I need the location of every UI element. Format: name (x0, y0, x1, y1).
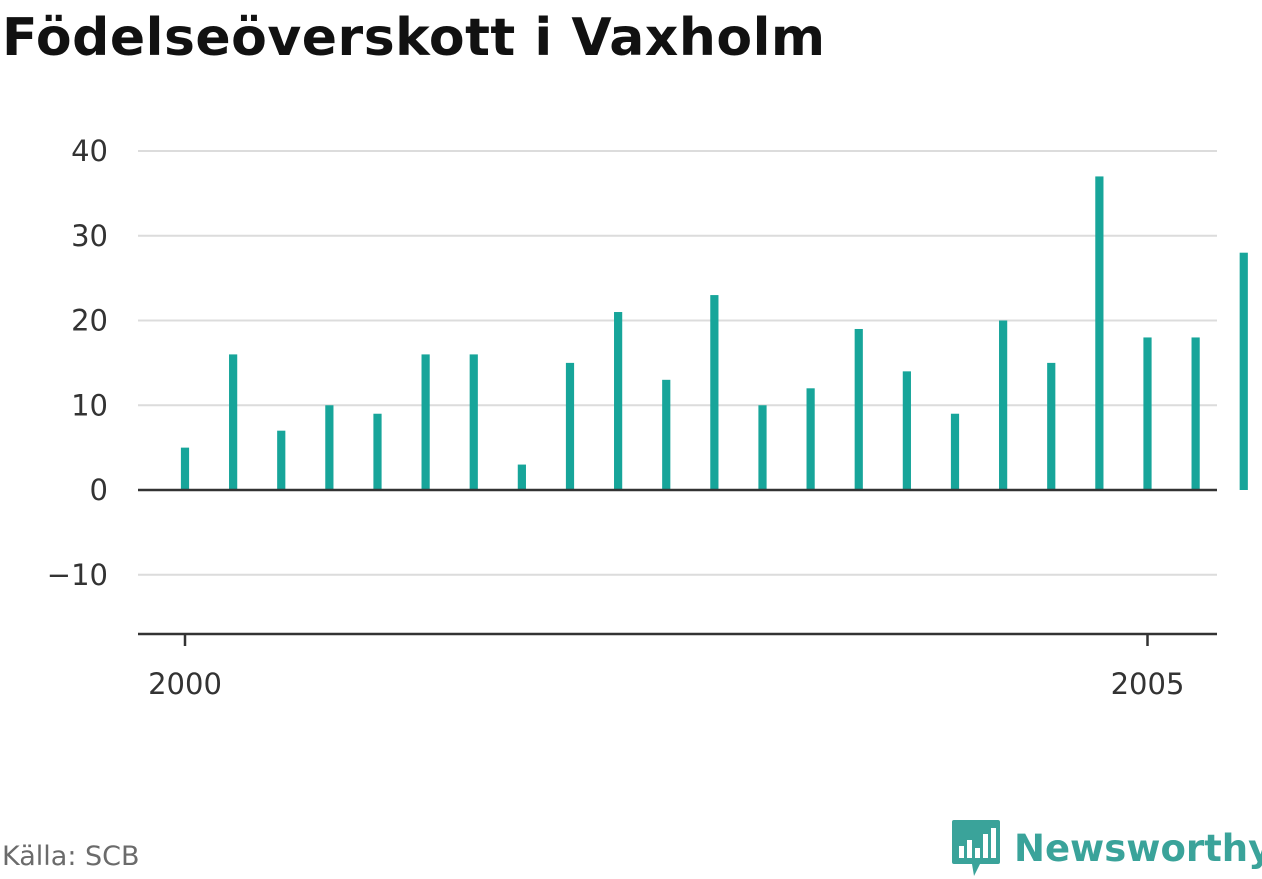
x-tick-label: 2000 (148, 667, 222, 701)
bar (1143, 337, 1152, 490)
bar (999, 320, 1008, 490)
bar (1191, 337, 1200, 490)
newsworthy-logo-icon (952, 820, 1000, 876)
y-tick-labels: 40 30 20 10 0 −10 (47, 134, 108, 592)
x-tick-labels: 200020052010201520202025 (148, 667, 1185, 701)
axes (138, 488, 1217, 646)
bar (710, 295, 719, 490)
y-tick-label: 0 (90, 473, 108, 507)
bar (662, 379, 671, 490)
bar (373, 413, 382, 490)
bar (806, 388, 815, 490)
bar (421, 354, 430, 490)
y-tick-label: 30 (71, 219, 108, 253)
bar (469, 354, 478, 490)
bar (229, 354, 238, 490)
bar (565, 362, 575, 491)
bar (325, 405, 334, 490)
bar (1239, 252, 1248, 490)
bar (517, 464, 526, 490)
bar (614, 312, 623, 490)
bar (854, 328, 863, 491)
bar (950, 413, 960, 490)
grid-lines (138, 150, 1217, 576)
bar (180, 447, 190, 491)
bar (1095, 176, 1104, 490)
brand-name: Newsworthy (1014, 826, 1262, 870)
x-tick-label: 2005 (1111, 667, 1185, 701)
y-tick-label: 20 (71, 304, 108, 338)
bar (1047, 362, 1056, 491)
y-tick-label: 10 (71, 388, 108, 422)
brand-logo: Newsworthy (950, 818, 1262, 878)
source-note: Källa: SCB (2, 841, 140, 872)
chart-title: Födelseöverskott i Vaxholm (2, 8, 826, 68)
bar (277, 430, 286, 490)
bar (758, 405, 767, 490)
y-tick-label: 40 (71, 134, 108, 168)
y-tick-label: −10 (47, 558, 108, 592)
bar (902, 371, 911, 490)
bar-series (180, 176, 1248, 491)
